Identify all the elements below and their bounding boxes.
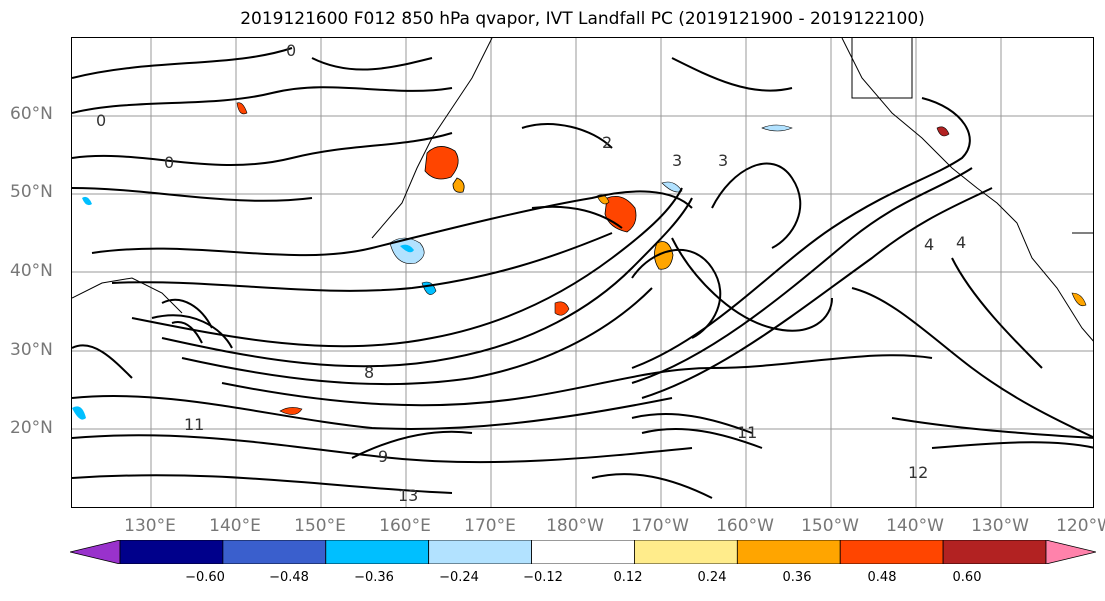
lon-label: 140°E xyxy=(209,516,261,536)
map-canvas: 0 0 0 2 3 3 4 4 8 11 13 12 9 11 xyxy=(72,38,1093,507)
contour-label: 0 xyxy=(164,153,174,172)
contour-label: 12 xyxy=(908,463,928,482)
contour-label: 4 xyxy=(956,233,966,252)
colorbar-segment xyxy=(531,540,635,564)
lon-label: 130°E xyxy=(124,516,176,536)
contour-label: 11 xyxy=(737,423,757,442)
graticule xyxy=(72,38,1093,507)
lon-label: 130°W xyxy=(971,516,1029,536)
lon-label: 150°E xyxy=(294,516,346,536)
lat-label: 60°N xyxy=(10,104,53,124)
lon-label: 170°W xyxy=(631,516,689,536)
colorbar-tick: −0.60 xyxy=(185,570,225,585)
lon-label: 140°W xyxy=(886,516,944,536)
colorbar-segment xyxy=(634,540,738,564)
contour-label: 3 xyxy=(718,151,728,170)
contour-label: 9 xyxy=(378,447,388,466)
lat-label: 50°N xyxy=(10,182,53,202)
contour-label: 2 xyxy=(602,133,612,152)
colorbar-segment xyxy=(70,540,121,564)
contour-label: 0 xyxy=(96,111,106,130)
lat-label: 30°N xyxy=(10,340,53,360)
colorbar-tick: 0.36 xyxy=(782,570,812,585)
colorbar-tick: −0.12 xyxy=(523,570,563,585)
contour-label: 8 xyxy=(364,363,374,382)
lat-label: 20°N xyxy=(10,418,53,438)
colorbar-tick: 0.60 xyxy=(952,570,982,585)
qvapor-shading xyxy=(72,102,1087,420)
lon-label: 160°W xyxy=(716,516,774,536)
lat-label: 40°N xyxy=(10,261,53,281)
colorbar-tick: −0.36 xyxy=(354,570,394,585)
lon-label: 120°W xyxy=(1056,516,1105,536)
contour-label: 4 xyxy=(924,235,934,254)
coastlines xyxy=(72,38,1093,342)
colorbar-tick: −0.48 xyxy=(269,570,309,585)
map-title: 2019121600 F012 850 hPa qvapor, IVT Land… xyxy=(240,9,925,29)
contour-label: 0 xyxy=(286,41,296,60)
colorbar-segment xyxy=(942,540,1047,564)
lon-label: 160°E xyxy=(379,516,431,536)
contour-label: 11 xyxy=(184,415,204,434)
contour-label-group: 0 0 0 2 3 3 4 4 8 11 13 12 9 11 xyxy=(96,41,966,505)
colorbar-segment xyxy=(736,540,841,564)
ivt-contours xyxy=(72,47,1093,499)
colorbar-segment xyxy=(839,540,944,564)
lon-label: 170°E xyxy=(464,516,516,536)
colorbar-tick: 0.24 xyxy=(697,570,727,585)
lon-label: 180°W xyxy=(546,516,604,536)
colorbar xyxy=(70,540,1096,564)
lon-label: 150°W xyxy=(801,516,859,536)
colorbar-tick: −0.24 xyxy=(439,570,479,585)
colorbar-segment xyxy=(428,540,532,564)
map-panel: 0 0 0 2 3 3 4 4 8 11 13 12 9 11 xyxy=(71,37,1094,508)
contour-label: 3 xyxy=(672,151,682,170)
colorbar-segment xyxy=(325,540,430,564)
colorbar-tick: 0.12 xyxy=(613,570,643,585)
colorbar-segment xyxy=(119,540,224,564)
contour-label: 13 xyxy=(398,486,418,505)
colorbar-segment xyxy=(222,540,327,564)
colorbar-tick: 0.48 xyxy=(867,570,897,585)
colorbar-segment xyxy=(1045,540,1096,564)
